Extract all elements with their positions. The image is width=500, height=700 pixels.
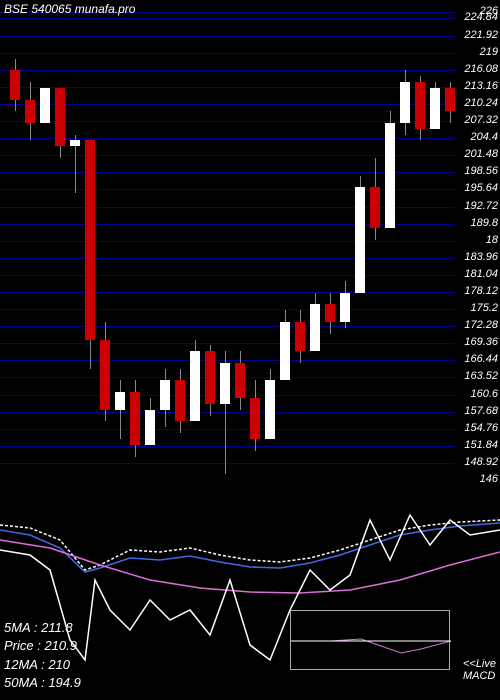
- y-axis-label: 166.44: [464, 353, 498, 365]
- y-axis-label: 219: [480, 46, 498, 58]
- y-axis-label: 221.92: [464, 29, 498, 41]
- grid-line: [0, 18, 455, 19]
- candle: [235, 363, 245, 398]
- candle: [250, 398, 260, 439]
- y-axis-label: 198.56: [464, 165, 498, 177]
- ma12-label: 12MA : 210: [4, 656, 81, 674]
- y-axis-label: 163.52: [464, 370, 498, 382]
- grid-line: [0, 258, 455, 259]
- candle: [205, 351, 215, 404]
- candle: [70, 140, 80, 146]
- candle: [40, 88, 50, 123]
- y-axis-label: 207.32: [464, 114, 498, 126]
- grid-line: [0, 446, 455, 447]
- candle: [130, 392, 140, 445]
- y-axis-label: 216.08: [464, 63, 498, 75]
- grid-line: [0, 463, 455, 464]
- candle: [145, 410, 155, 445]
- grid-line: [0, 412, 455, 413]
- candle: [25, 100, 35, 123]
- candlestick-chart[interactable]: BSE 540065 munafa.pro 226224.84221.92219…: [0, 0, 500, 480]
- grid-line: [0, 70, 455, 71]
- y-axis-label: 181.04: [464, 268, 498, 280]
- candle-wick: [120, 380, 121, 439]
- y-axis-label: 201.48: [464, 148, 498, 160]
- candle: [340, 293, 350, 322]
- y-axis-label: 175.2: [470, 302, 498, 314]
- y-axis-label: 183.96: [464, 251, 498, 263]
- candle: [355, 187, 365, 292]
- y-axis-label: 154.76: [464, 422, 498, 434]
- y-axis-label: 151.84: [464, 439, 498, 451]
- y-axis-label: 178.12: [464, 285, 498, 297]
- candle: [160, 380, 170, 409]
- y-axis-label: 204.4: [470, 131, 498, 143]
- candle: [295, 322, 305, 351]
- y-axis-label: 224.84: [464, 11, 498, 23]
- candle: [175, 380, 185, 421]
- y-axis-label: 169.36: [464, 336, 498, 348]
- y-axis-label: 172.28: [464, 319, 498, 331]
- candle: [100, 340, 110, 410]
- ma-info-box: 5MA : 211.8 Price : 210.9 12MA : 210 50M…: [4, 619, 81, 692]
- candle: [415, 82, 425, 129]
- grid-line: [0, 292, 455, 293]
- grid-line: [0, 36, 455, 37]
- grid-line: [0, 121, 455, 122]
- grid-line: [0, 53, 455, 54]
- chart-title: BSE 540065 munafa.pro: [4, 2, 135, 16]
- y-axis-label: 157.68: [464, 405, 498, 417]
- candle: [385, 123, 395, 228]
- y-axis-label: 195.64: [464, 182, 498, 194]
- y-axis-label: 213.16: [464, 80, 498, 92]
- grid-line: [0, 309, 455, 310]
- grid-line: [0, 241, 455, 242]
- grid-line: [0, 343, 455, 344]
- y-axis-label: 146: [480, 473, 498, 485]
- candle: [325, 304, 335, 322]
- grid-line: [0, 104, 455, 105]
- candle: [430, 88, 440, 129]
- grid-line: [0, 275, 455, 276]
- price-label: Price : 210.9: [4, 637, 81, 655]
- candle: [400, 82, 410, 123]
- y-axis-label: 148.92: [464, 456, 498, 468]
- candle: [10, 70, 20, 99]
- candle: [220, 363, 230, 404]
- grid-line: [0, 360, 455, 361]
- indicator-line-ma-mid: [0, 523, 500, 572]
- grid-line: [0, 87, 455, 88]
- candle: [115, 392, 125, 410]
- macd-inset: [290, 610, 450, 670]
- candle: [310, 304, 320, 351]
- ma5-label: 5MA : 211.8: [4, 619, 81, 637]
- candle: [370, 187, 380, 228]
- candle: [280, 322, 290, 381]
- grid-line: [0, 326, 455, 327]
- candle: [265, 380, 275, 439]
- candle: [445, 88, 455, 111]
- candle: [55, 88, 65, 147]
- y-axis-label: 18: [486, 234, 498, 246]
- ma50-label: 50MA : 194.9: [4, 674, 81, 692]
- indicator-panel[interactable]: 5MA : 211.8 Price : 210.9 12MA : 210 50M…: [0, 480, 500, 700]
- y-axis-label: 160.6: [470, 388, 498, 400]
- y-axis-label: 192.72: [464, 200, 498, 212]
- y-axis-label: 189.8: [470, 217, 498, 229]
- candle: [190, 351, 200, 421]
- live-macd-label: <<Live MACD: [463, 658, 496, 682]
- grid-line: [0, 429, 455, 430]
- candle: [85, 140, 95, 339]
- y-axis-label: 210.24: [464, 97, 498, 109]
